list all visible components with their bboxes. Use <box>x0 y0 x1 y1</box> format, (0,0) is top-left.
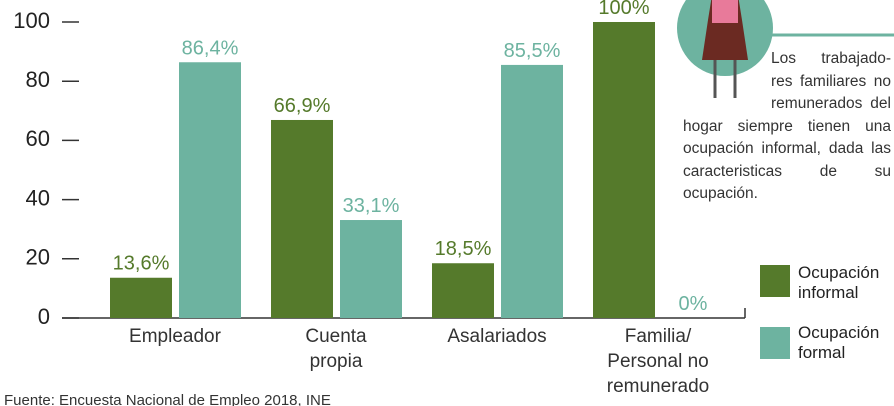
source: Fuente: Encuesta Nacional de Empleo 2018… <box>4 392 331 406</box>
bar <box>179 62 241 318</box>
bar <box>501 65 563 318</box>
y-tick-label: 100 <box>13 8 50 33</box>
legend-swatch <box>760 265 790 297</box>
value-label: 100% <box>598 0 649 19</box>
value-label: 66,9% <box>274 95 331 117</box>
legend-swatch <box>760 327 790 359</box>
value-label: 0% <box>679 293 708 315</box>
value-label: 86,4% <box>182 37 239 59</box>
legend-label: Ocupación formal <box>798 323 879 363</box>
illustration-figure <box>712 0 738 23</box>
y-tick-label: 20 <box>26 245 50 270</box>
y-tick-label: 80 <box>26 67 50 92</box>
bar <box>593 22 655 318</box>
value-label: 18,5% <box>435 238 492 260</box>
value-label: 33,1% <box>343 195 400 217</box>
legend-label: Ocupación informal <box>798 263 879 303</box>
x-tick-label: Familia/ Personal no remunerado <box>578 324 738 399</box>
y-tick-label: 60 <box>26 126 50 151</box>
value-label: 85,5% <box>504 40 561 62</box>
annotation: Los trabajado-res familiares no remunera… <box>683 48 891 206</box>
y-tick-label: 0 <box>38 304 50 329</box>
x-tick-label: Asalariados <box>417 324 577 349</box>
y-tick-label: 40 <box>26 185 50 210</box>
x-tick-label: Empleador <box>95 324 255 349</box>
bar <box>432 263 494 318</box>
chart: 0 20 40 60 80 100 13,6% 86,4% 66,9% 33,1% 18,5% 85,… <box>0 0 894 406</box>
bar <box>110 278 172 318</box>
bar <box>340 220 402 318</box>
bar <box>271 120 333 318</box>
value-label: 13,6% <box>113 253 170 275</box>
x-tick-label: Cuenta propia <box>256 324 416 374</box>
